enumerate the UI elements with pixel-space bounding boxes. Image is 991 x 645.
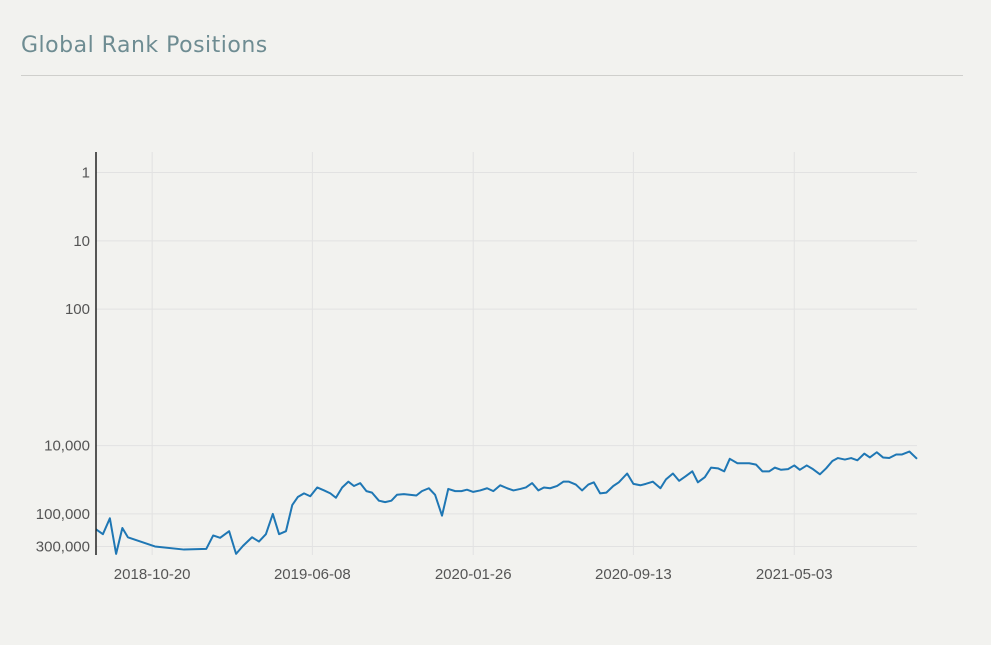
x-tick-label: 2020-09-13 [595,566,672,583]
y-tick-label: 10 [73,233,90,250]
y-tick-label: 10,000 [44,438,90,455]
grid [96,152,917,555]
y-tick-label: 100,000 [36,506,90,523]
y-tick-label: 1 [82,165,90,182]
chart-title: Global Rank Positions [21,33,268,58]
x-tick-label: 2019-06-08 [274,566,351,583]
y-tick-label: 300,000 [36,538,90,555]
y-tick-label: 100 [65,301,90,318]
x-tick-label: 2020-01-26 [435,566,512,583]
x-tick-label: 2018-10-20 [114,566,191,583]
x-tick-label: 2021-05-03 [756,566,833,583]
data-line [95,450,918,555]
plot-area [95,450,918,555]
